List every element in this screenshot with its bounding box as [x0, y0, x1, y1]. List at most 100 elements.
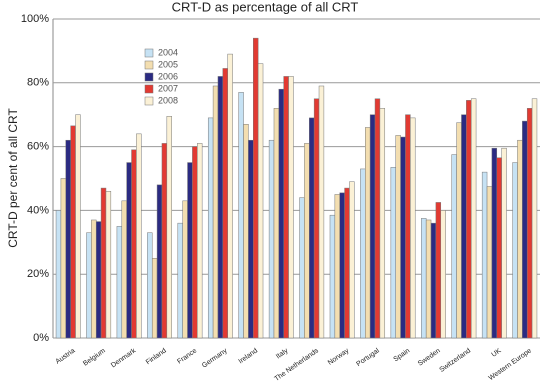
- x-tick-label: UK: [491, 347, 503, 359]
- x-tick-label: Finland: [145, 347, 168, 366]
- bar: [70, 125, 76, 339]
- bar: [248, 139, 254, 339]
- bar: [91, 219, 97, 339]
- bar: [222, 68, 228, 339]
- bar: [257, 63, 264, 339]
- x-tick-label: Norway: [327, 347, 351, 367]
- bar: [95, 221, 102, 339]
- bar: [349, 181, 355, 339]
- bar: [278, 88, 284, 339]
- y-axis-label: CRT-D per cent of all CRT: [6, 108, 20, 248]
- bar: [334, 194, 340, 339]
- bar: [531, 98, 538, 339]
- x-tick-label: Switzerland: [438, 347, 472, 374]
- x-tick-label: Denmark: [110, 347, 138, 369]
- legend-label: 2005: [158, 59, 178, 69]
- bar: [55, 210, 62, 339]
- bar: [456, 122, 462, 339]
- bar: [379, 108, 386, 339]
- bar: [466, 100, 472, 339]
- bar: [207, 117, 214, 339]
- bar: [131, 149, 137, 339]
- bar: [405, 114, 411, 339]
- legend-swatch: [144, 96, 154, 106]
- bar: [105, 191, 112, 339]
- bar: [151, 258, 158, 339]
- bar: [481, 171, 488, 339]
- x-tick-label: France: [176, 347, 198, 365]
- bar: [526, 108, 533, 339]
- y-tick-label: 0%: [33, 332, 49, 344]
- bar: [451, 154, 457, 339]
- bar: [329, 214, 336, 339]
- bar: [486, 186, 493, 339]
- bar: [299, 197, 305, 339]
- legend-swatch: [144, 48, 154, 58]
- bar: [60, 178, 67, 339]
- bar: [217, 76, 224, 339]
- bar: [187, 162, 193, 339]
- bar: [116, 226, 123, 339]
- bar: [192, 146, 198, 339]
- x-tick-label: Sweden: [417, 347, 442, 367]
- bar: [156, 184, 163, 339]
- bar: [121, 200, 127, 339]
- bar: [369, 114, 376, 339]
- y-tick-label: 60%: [27, 141, 49, 153]
- bar: [147, 232, 153, 339]
- bar: [288, 76, 294, 339]
- bar: [496, 157, 502, 339]
- bar: [238, 92, 244, 339]
- bar: [212, 85, 219, 339]
- bar: [461, 114, 467, 339]
- bar: [318, 85, 325, 339]
- y-tick-label: 100%: [21, 13, 49, 25]
- bar: [75, 114, 81, 339]
- bar: [470, 98, 477, 339]
- y-tick-label: 80%: [27, 77, 49, 89]
- bar: [517, 139, 523, 339]
- bar: [374, 98, 381, 339]
- chart-title: CRT-D as percentage of all CRT: [172, 0, 359, 14]
- legend-label: 2007: [158, 83, 178, 93]
- bar: [365, 127, 371, 339]
- bar: [65, 139, 71, 339]
- x-tick-label: Germany: [201, 347, 229, 370]
- bar: [430, 222, 437, 339]
- bar: [400, 136, 406, 339]
- bar: [435, 202, 442, 339]
- legend-swatch: [144, 72, 154, 82]
- bar: [166, 116, 172, 339]
- x-tick-label: Ireland: [237, 347, 259, 365]
- x-tick-label: Spain: [393, 347, 412, 363]
- bar: [440, 210, 446, 339]
- bar: [243, 124, 249, 339]
- bar: [344, 187, 350, 339]
- bar: [425, 219, 432, 339]
- bar: [512, 162, 518, 339]
- bar: [161, 143, 168, 339]
- bar: [182, 200, 188, 339]
- x-tick-label: Italy: [275, 347, 290, 360]
- y-tick-label: 20%: [27, 268, 49, 280]
- x-tick-label: Portugal: [355, 347, 381, 368]
- legend-swatch: [144, 60, 154, 70]
- bar: [126, 162, 132, 339]
- bar: [410, 117, 416, 339]
- bar: [390, 167, 396, 339]
- bar: [304, 143, 310, 339]
- bar: [100, 187, 107, 339]
- bar: [522, 120, 528, 339]
- bar: [313, 98, 320, 339]
- bar: [501, 147, 507, 339]
- bar: [491, 147, 498, 339]
- bar: [197, 143, 203, 339]
- legend-label: 2006: [158, 71, 178, 81]
- bar: [268, 139, 275, 339]
- legend-label: 2008: [158, 95, 178, 105]
- bar: [309, 117, 315, 339]
- bar: [283, 76, 289, 339]
- bar: [360, 168, 366, 339]
